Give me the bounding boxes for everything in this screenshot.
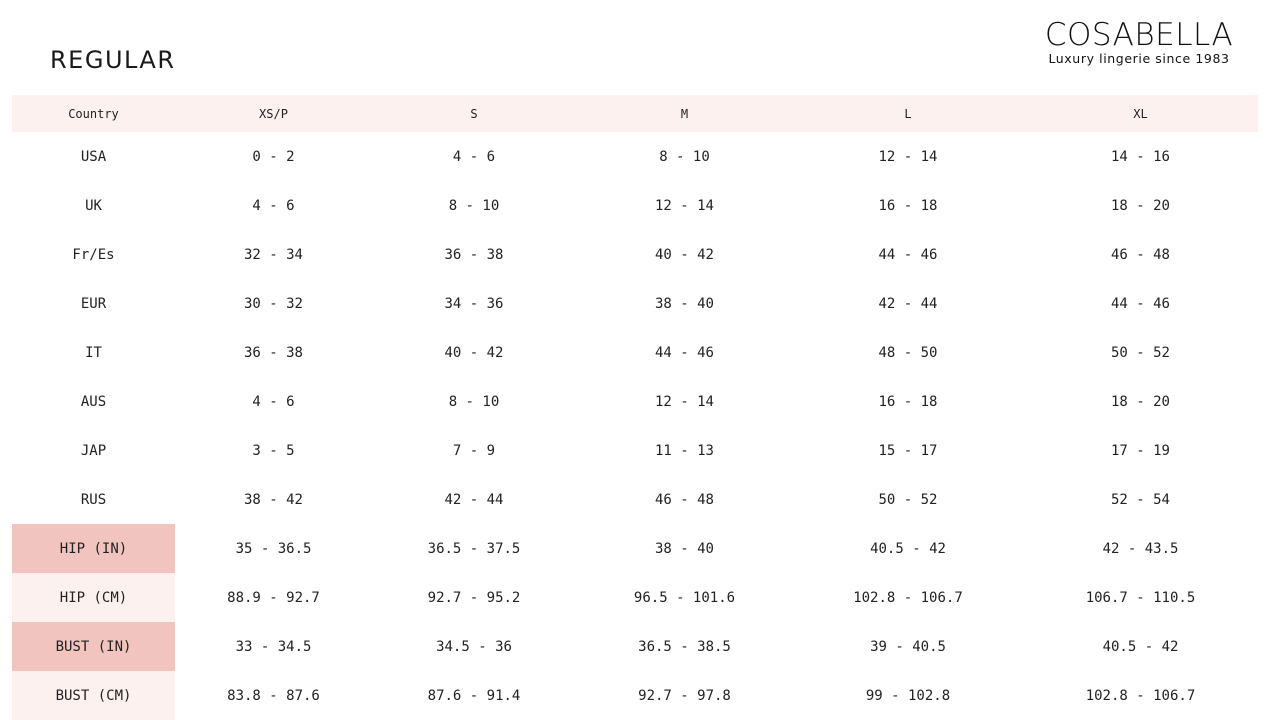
size-cell: 4 - 6	[252, 197, 295, 214]
column-header: S	[372, 95, 576, 132]
size-cell: 42 - 44	[878, 295, 938, 312]
size-cell: 18 - 20	[1110, 393, 1170, 410]
size-cell: 3 - 5	[252, 442, 295, 459]
size-cell: 40.5 - 42	[870, 540, 946, 557]
size-cell: 87.6 - 91.4	[427, 687, 521, 704]
size-cell: 39 - 40.5	[870, 638, 946, 655]
size-cell: 42 - 44	[444, 491, 504, 508]
size-cell: 44 - 46	[878, 246, 938, 263]
size-cell: 17 - 19	[1110, 442, 1170, 459]
size-cell: 50 - 52	[1110, 344, 1170, 361]
table-row: AUS 4 - 6 8 - 10 12 - 14 16 - 18 18 - 20	[12, 377, 1258, 426]
size-cell: 0 - 2	[252, 148, 295, 165]
size-cell: 92.7 - 95.2	[427, 589, 521, 606]
size-cell: 40 - 42	[654, 246, 714, 263]
row-label: UK	[85, 197, 102, 214]
column-header: Country	[12, 95, 175, 132]
size-cell: 102.8 - 106.7	[853, 589, 963, 606]
column-header: XS/P	[175, 95, 372, 132]
brand-logo: COSABELLA Luxury lingerie since 1983	[1036, 18, 1242, 66]
table-row: HIP (CM) 88.9 - 92.7 92.7 - 95.2 96.5 - 101…	[12, 573, 1258, 622]
size-cell: 44 - 46	[654, 344, 714, 361]
size-cell: 4 - 6	[252, 393, 295, 410]
size-cell: 11 - 13	[654, 442, 714, 459]
row-label: BUST (CM)	[12, 671, 175, 720]
size-cell: 15 - 17	[878, 442, 938, 459]
size-cell: 99 - 102.8	[865, 687, 951, 704]
size-cell: 40 - 42	[444, 344, 504, 361]
size-cell: 36.5 - 37.5	[427, 540, 521, 557]
size-cell: 16 - 18	[878, 197, 938, 214]
size-cell: 36 - 38	[444, 246, 504, 263]
row-label: HIP (CM)	[12, 573, 175, 622]
row-label: BUST (IN)	[12, 622, 175, 671]
row-label: JAP	[80, 442, 107, 459]
size-cell: 32 - 34	[243, 246, 303, 263]
table-row: Fr/Es 32 - 34 36 - 38 40 - 42 44 - 46 46 - 48	[12, 230, 1258, 279]
size-cell: 102.8 - 106.7	[1085, 687, 1196, 704]
row-label: IT	[85, 344, 102, 361]
size-chart-table: Country XS/P S M L XL USA 0 - 2 4 - 6 8 - 10 12 -…	[12, 95, 1258, 720]
column-header: L	[793, 95, 1023, 132]
size-cell: 48 - 50	[878, 344, 938, 361]
size-cell: 83.8 - 87.6	[227, 687, 320, 704]
row-label: RUS	[80, 491, 107, 508]
page-title: REGULAR	[50, 46, 176, 74]
size-cell: 38 - 40	[654, 295, 714, 312]
table-row: BUST (CM) 83.8 - 87.6 87.6 - 91.4 92.7 - 97…	[12, 671, 1258, 720]
size-cell: 12 - 14	[878, 148, 938, 165]
size-cell: 36 - 38	[243, 344, 303, 361]
table-row: IT 36 - 38 40 - 42 44 - 46 48 - 50 50 - 52	[12, 328, 1258, 377]
size-cell: 14 - 16	[1110, 148, 1170, 165]
logo-wordmark: COSABELLA	[1044, 17, 1234, 53]
size-cell: 35 - 36.5	[235, 540, 312, 557]
size-cell: 106.7 - 110.5	[1085, 589, 1196, 606]
size-cell: 4 - 6	[452, 148, 496, 165]
size-cell: 18 - 20	[1110, 197, 1170, 214]
table-row: EUR 30 - 32 34 - 36 38 - 40 42 - 44 44 - 46	[12, 279, 1258, 328]
table-row: BUST (IN) 33 - 34.5 34.5 - 36 36.5 - 38.5 39…	[12, 622, 1258, 671]
table-row: RUS 38 - 42 42 - 44 46 - 48 50 - 52 52 - 54	[12, 475, 1258, 524]
size-cell: 96.5 - 101.6	[633, 589, 736, 606]
column-header: XL	[1023, 95, 1258, 132]
table-row: USA 0 - 2 4 - 6 8 - 10 12 - 14 14 - 16	[12, 132, 1258, 181]
size-cell: 44 - 46	[1110, 295, 1170, 312]
size-cell: 88.9 - 92.7	[227, 589, 320, 606]
size-cell: 12 - 14	[654, 197, 714, 214]
column-header: M	[576, 95, 793, 132]
size-cell: 34 - 36	[444, 295, 504, 312]
size-cell: 34.5 - 36	[436, 638, 512, 655]
size-cell: 42 - 43.5	[1102, 540, 1179, 557]
size-cell: 8 - 10	[659, 148, 710, 165]
size-cell: 16 - 18	[878, 393, 938, 410]
size-cell: 36.5 - 38.5	[638, 638, 731, 655]
row-label: AUS	[80, 393, 107, 410]
size-cell: 46 - 48	[1110, 246, 1170, 263]
size-cell: 7 - 9	[452, 442, 496, 459]
size-cell: 92.7 - 97.8	[638, 687, 731, 704]
size-cell: 8 - 10	[448, 393, 500, 410]
size-cell: 30 - 32	[243, 295, 303, 312]
row-label: Fr/Es	[72, 246, 115, 263]
size-cell: 38 - 40	[654, 540, 714, 557]
size-cell: 38 - 42	[243, 491, 303, 508]
table-header-row: Country XS/P S M L XL	[12, 95, 1258, 132]
logo-tagline: Luxury lingerie since 1983	[1048, 51, 1230, 66]
size-cell: 46 - 48	[654, 491, 714, 508]
size-cell: 8 - 10	[448, 197, 500, 214]
table-row: UK 4 - 6 8 - 10 12 - 14 16 - 18 18 - 20	[12, 181, 1258, 230]
size-cell: 12 - 14	[654, 393, 714, 410]
row-label: HIP (IN)	[12, 524, 175, 573]
table-row: HIP (IN) 35 - 36.5 36.5 - 37.5 38 - 40 40.5 …	[12, 524, 1258, 573]
size-cell: 33 - 34.5	[235, 638, 312, 655]
size-cell: 40.5 - 42	[1102, 638, 1179, 655]
row-label: USA	[80, 148, 107, 165]
table-row: JAP 3 - 5 7 - 9 11 - 13 15 - 17 17 - 19	[12, 426, 1258, 475]
size-cell: 50 - 52	[878, 491, 938, 508]
size-cell: 52 - 54	[1110, 491, 1170, 508]
row-label: EUR	[80, 295, 107, 312]
